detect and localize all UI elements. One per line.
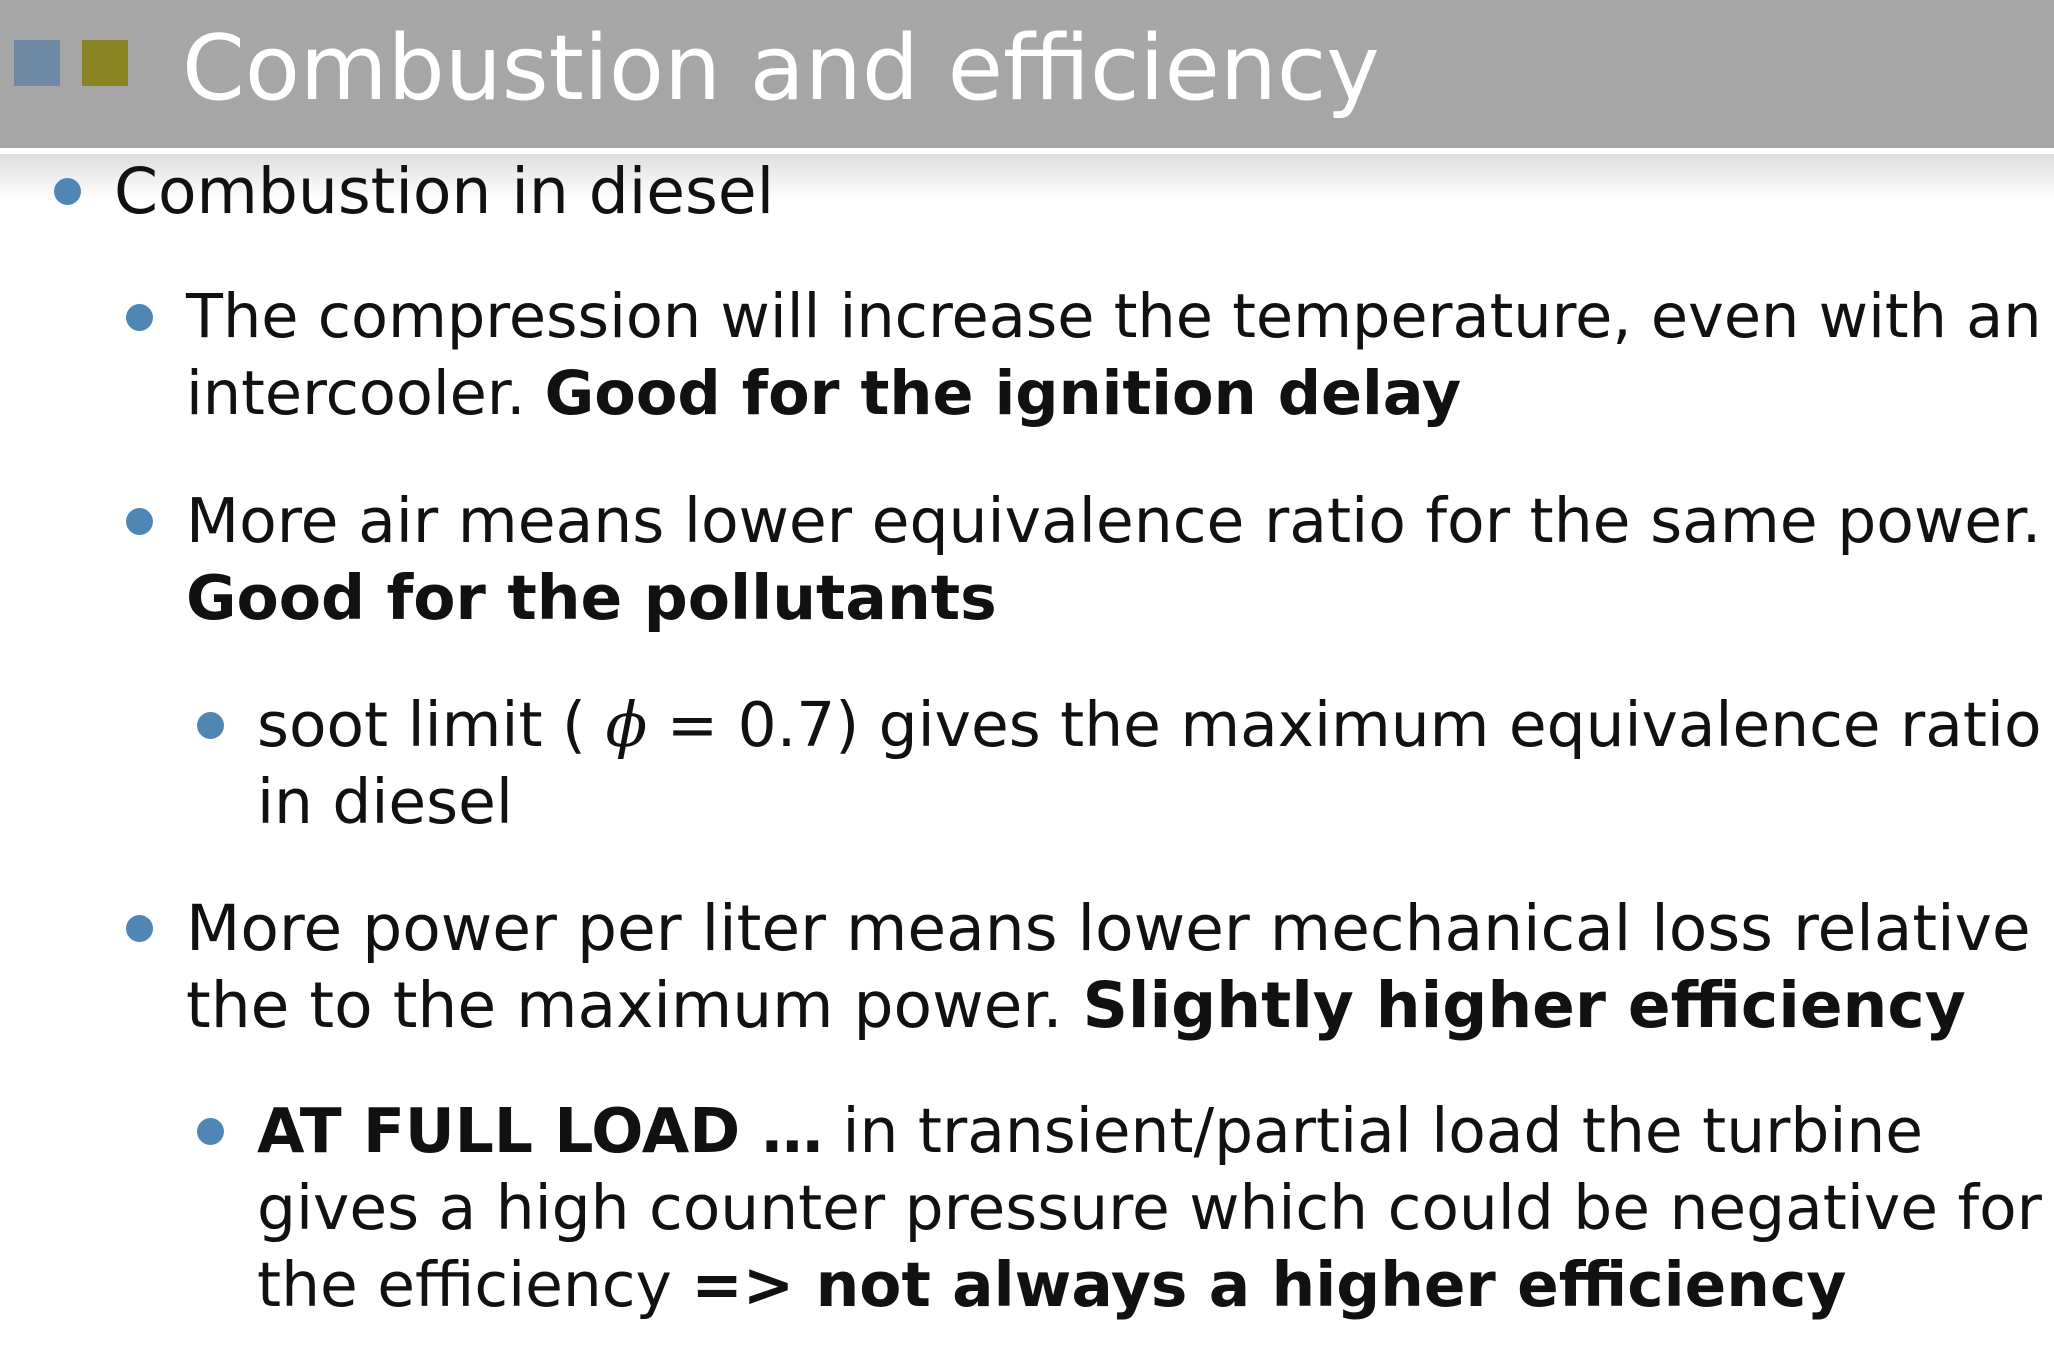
item-emphasis: Good for the pollutants bbox=[186, 562, 997, 634]
title-divider bbox=[0, 148, 2054, 154]
item-text: the to the maximum power. bbox=[186, 969, 1083, 1042]
bullet-compression-temperature: The compression will increase the temper… bbox=[186, 279, 2042, 433]
item-text: Combustion in diesel bbox=[114, 155, 775, 228]
item-text: More air means lower equivalence ratio f… bbox=[186, 485, 2042, 557]
item-text: intercooler. bbox=[186, 359, 545, 429]
slide-title: Combustion and efficiency bbox=[182, 16, 1380, 121]
bullet-icon bbox=[54, 178, 81, 205]
bullet-icon bbox=[197, 712, 224, 739]
item-text: in transient/partial load the turbine bbox=[822, 1096, 1924, 1167]
item-emphasis: Slightly higher efficiency bbox=[1082, 969, 1966, 1042]
item-text: soot limit ( bbox=[257, 690, 606, 761]
item-emphasis: Good for the ignition delay bbox=[544, 359, 1462, 429]
item-text: in diesel bbox=[257, 767, 513, 838]
bullet-more-power-per-liter: More power per liter means lower mechani… bbox=[186, 890, 2031, 1044]
item-emphasis: => not always a higher efficiency bbox=[691, 1250, 1847, 1321]
item-text: = 0.7) gives the maximum equivalence rat… bbox=[647, 690, 2042, 761]
item-text: More power per liter means lower mechani… bbox=[186, 892, 2031, 965]
item-text: gives a high counter pressure which coul… bbox=[257, 1173, 2042, 1244]
olive-square-icon bbox=[82, 40, 128, 86]
bullet-icon bbox=[126, 304, 153, 331]
phi-symbol: ϕ bbox=[605, 690, 648, 761]
bullet-combustion-in-diesel: Combustion in diesel bbox=[114, 153, 774, 230]
bullet-icon bbox=[197, 1118, 224, 1145]
item-text: The compression will increase the temper… bbox=[186, 282, 2042, 352]
item-emphasis: AT FULL LOAD … bbox=[257, 1096, 823, 1167]
title-bar bbox=[0, 0, 2054, 148]
bullet-at-full-load: AT FULL LOAD … in transient/partial load… bbox=[257, 1093, 2042, 1324]
bullet-icon bbox=[126, 915, 153, 942]
bullet-icon bbox=[126, 508, 153, 535]
bullet-more-air: More air means lower equivalence ratio f… bbox=[186, 483, 2041, 637]
title-shadow bbox=[0, 154, 2054, 200]
bullet-soot-limit: soot limit ( ϕ = 0.7) gives the maximum … bbox=[257, 687, 2041, 841]
blue-square-icon bbox=[14, 40, 60, 86]
item-text: the efficiency bbox=[257, 1250, 692, 1321]
